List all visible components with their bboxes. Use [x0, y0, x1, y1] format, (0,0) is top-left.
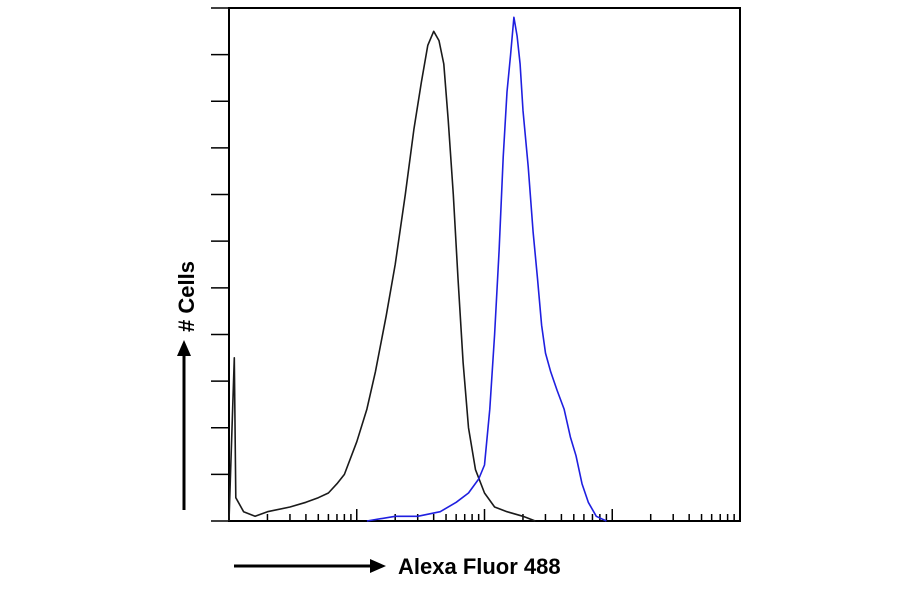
y-axis-label: # Cells — [174, 261, 199, 332]
y-axis-arrow — [177, 340, 191, 510]
series-line-1 — [228, 30, 536, 522]
x-axis-arrow — [234, 559, 386, 573]
x-axis-label: Alexa Fluor 488 — [398, 554, 561, 579]
plot-area — [211, 7, 741, 522]
series-line-2 — [366, 16, 607, 522]
plot-frame — [228, 7, 741, 522]
